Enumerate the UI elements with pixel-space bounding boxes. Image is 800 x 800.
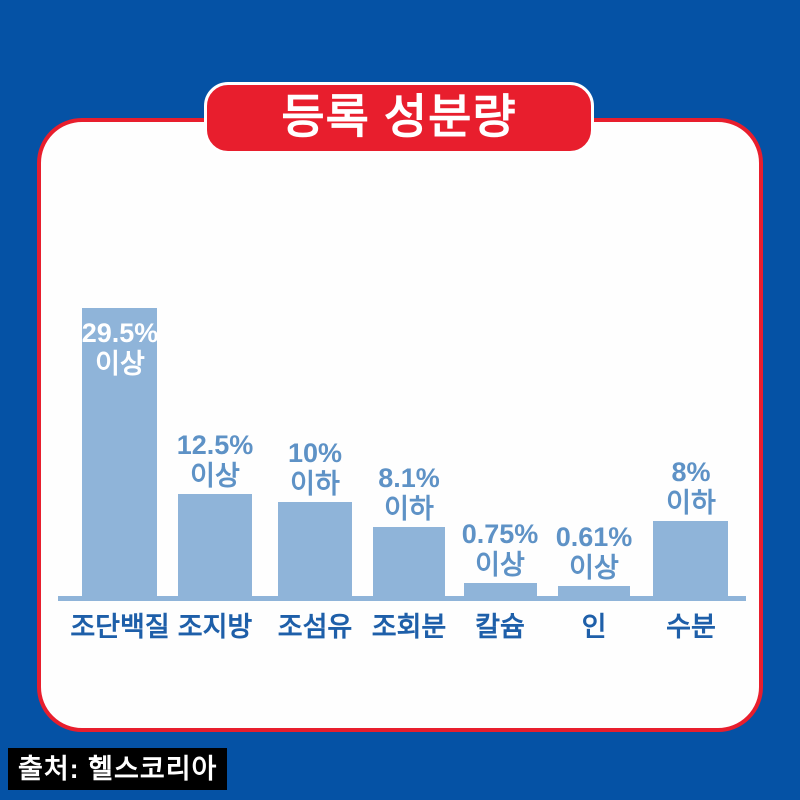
category-label-moisture: 수분 xyxy=(666,612,716,642)
value-qualifier: 이상 xyxy=(95,349,145,379)
value-qualifier: 이상 xyxy=(475,550,525,580)
bar-crude-fiber xyxy=(278,502,352,596)
value-qualifier: 이상 xyxy=(190,461,240,491)
category-label-calcium: 칼슘 xyxy=(475,612,525,642)
bar-phosphorus xyxy=(558,586,630,596)
value-pct: 8% xyxy=(671,457,711,487)
x-axis-line xyxy=(58,596,746,601)
category-label-crude-fat: 조지방 xyxy=(177,612,253,642)
bar-calcium xyxy=(464,583,537,596)
value-label-calcium: 0.75% 이상 xyxy=(425,519,575,581)
category-label-phosphorus: 인 xyxy=(581,612,607,642)
category-label-crude-ash: 조회분 xyxy=(371,612,447,642)
bar-crude-fat xyxy=(178,494,252,596)
title-banner: 등록 성분량 xyxy=(204,82,594,154)
value-pct: 0.75% xyxy=(461,519,539,549)
value-qualifier: 이상 xyxy=(569,553,619,583)
page-title: 등록 성분량 xyxy=(281,89,517,143)
bar-crude-protein xyxy=(82,308,157,596)
value-qualifier: 이하 xyxy=(290,469,340,499)
value-qualifier: 이하 xyxy=(384,494,434,524)
chart-card xyxy=(37,118,763,732)
value-pct: 8.1% xyxy=(378,463,440,493)
value-pct: 12.5% xyxy=(176,430,254,460)
category-label-crude-fiber: 조섬유 xyxy=(277,612,353,642)
value-label-crude-protein: 29.5% 이상 xyxy=(45,318,195,380)
bar-moisture xyxy=(653,521,728,596)
value-qualifier: 이하 xyxy=(666,488,716,518)
value-pct: 0.61% xyxy=(555,522,633,552)
bar-crude-ash xyxy=(373,527,445,596)
value-label-crude-fiber: 10% 이하 xyxy=(240,438,390,500)
value-label-phosphorus: 0.61% 이상 xyxy=(519,522,669,584)
value-pct: 10% xyxy=(287,438,343,468)
value-label-crude-fat: 12.5% 이상 xyxy=(140,430,290,492)
value-label-crude-ash: 8.1% 이하 xyxy=(334,463,484,525)
category-label-crude-protein: 조단백질 xyxy=(70,612,170,642)
value-pct: 29.5% xyxy=(81,318,159,348)
source-watermark: 출처: 헬스코리아 xyxy=(8,748,228,790)
value-label-moisture: 8% 이하 xyxy=(616,457,766,519)
